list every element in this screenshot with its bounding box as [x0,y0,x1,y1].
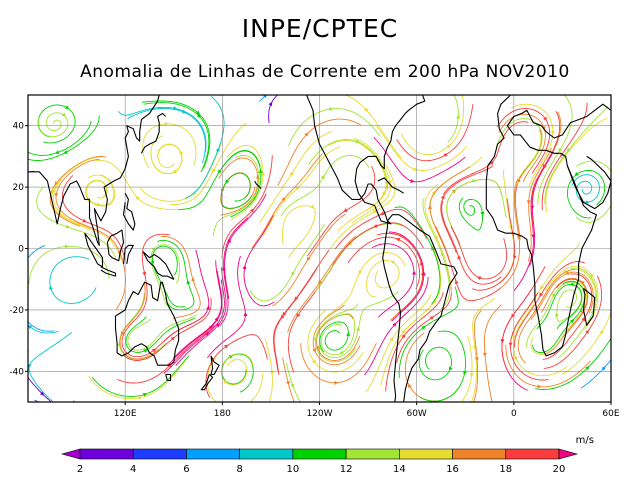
map-title: INPE/CPTEC [241,14,399,43]
colorbar-segment [452,448,507,460]
colorbar-label: 6 [183,464,189,475]
colorbar-label: 20 [553,464,566,475]
colorbar-segment [132,448,187,460]
lat-lon-grid [28,95,611,402]
colorbar-unit: m/s [576,435,594,446]
colorbar-label: 4 [130,464,136,475]
lon-tick-label: 120W [306,409,332,419]
lon-tick-label: 60W [406,409,426,419]
colorbar-segment [505,448,560,460]
lat-tick-label: 40 [13,122,25,132]
colorbar: 2 4 6 8 10 12 14 16 18 20 m/s [60,435,594,475]
colorbar-label: 10 [287,464,300,475]
lon-tick-label: 180 [214,409,231,419]
colorbar-segment [345,448,400,460]
colorbar-label: 8 [236,464,242,475]
colorbar-segment [186,448,240,460]
colorbar-segment [292,448,347,460]
map-subtitle: Anomalia de Linhas de Corrente em 200 hP… [80,62,570,82]
streamline-field [28,95,611,402]
colorbar-segment [79,448,134,460]
colorbar-label: 18 [499,464,512,475]
colorbar-segment [399,448,453,460]
lon-tick-label: 60E [602,409,619,419]
lat-tick-label: -20 [9,306,24,316]
lon-tick-label: 120E [114,409,137,419]
lat-tick-label: -40 [9,367,24,377]
lat-tick-label: 20 [13,183,25,193]
colorbar-label: 2 [77,464,83,475]
colorbar-segment [558,448,579,460]
colorbar-label: 14 [393,464,406,475]
colorbar-segment [239,448,294,460]
axis-ticks: 40 20 0 -20 -40 120E 180 120W 60W 0 60E [9,122,620,419]
coastlines [28,95,611,402]
colorbar-label: 12 [340,464,353,475]
lat-tick-label: 0 [18,245,24,255]
lon-tick-label: 0 [511,409,517,419]
colorbar-segment [60,448,81,460]
colorbar-label: 16 [446,464,459,475]
